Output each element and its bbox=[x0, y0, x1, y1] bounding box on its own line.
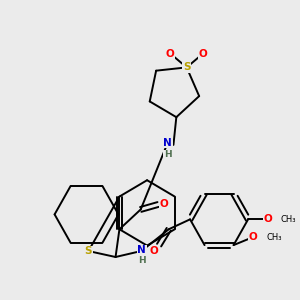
Text: O: O bbox=[160, 200, 168, 209]
Text: O: O bbox=[199, 49, 208, 58]
Text: CH₃: CH₃ bbox=[266, 233, 282, 242]
Text: O: O bbox=[249, 232, 257, 242]
Text: H: H bbox=[138, 256, 146, 266]
Text: O: O bbox=[263, 214, 272, 224]
Text: S: S bbox=[85, 246, 92, 256]
Text: CH₃: CH₃ bbox=[281, 215, 296, 224]
Text: H: H bbox=[164, 150, 171, 159]
Text: N: N bbox=[137, 245, 146, 255]
Text: O: O bbox=[166, 49, 175, 58]
Text: S: S bbox=[183, 62, 190, 72]
Text: O: O bbox=[150, 246, 159, 256]
Text: N: N bbox=[163, 138, 172, 148]
